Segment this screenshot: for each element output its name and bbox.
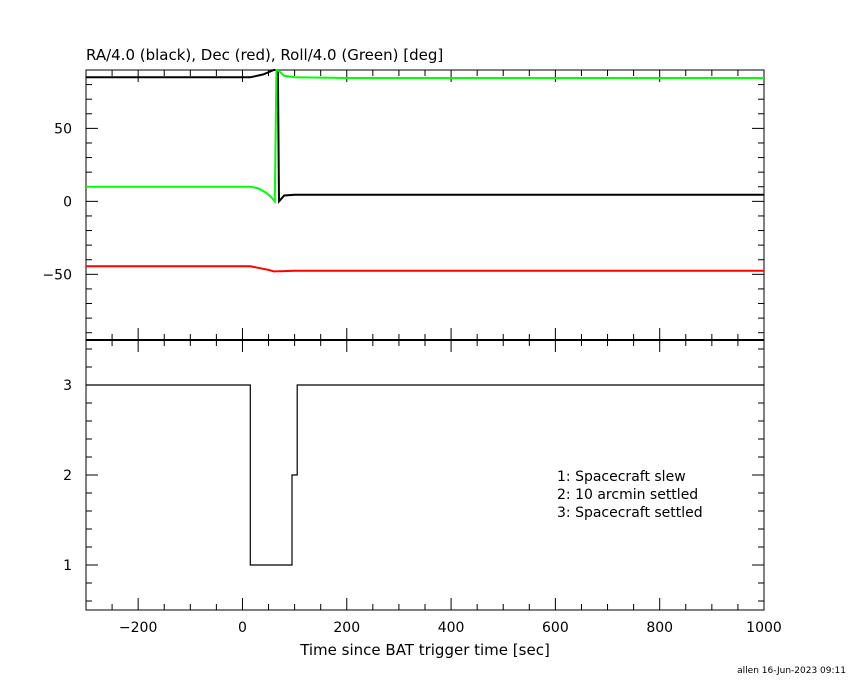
series-line-ra-4-0 — [86, 69, 764, 205]
bottom-panel-ticks: −200 0 200 400 600 800 1000 1 2 3 — [63, 340, 782, 636]
x-tick-label: 200 — [333, 620, 360, 636]
series-step-status — [86, 384, 764, 566]
footer-credit: allen 16-Jun-2023 09:11 — [737, 666, 846, 676]
series-line-dec — [86, 265, 764, 273]
y-tick-label: 1 — [63, 558, 72, 574]
x-axis-label: Time since BAT trigger time [sec] — [299, 641, 550, 659]
y-tick-label: 3 — [63, 378, 72, 394]
top-panel-ticks: −50 0 50 — [42, 69, 765, 340]
legend-entry-1: 1: Spacecraft slew — [557, 469, 686, 485]
y-tick-label: 2 — [63, 468, 72, 484]
y-tick-label: −50 — [42, 267, 72, 283]
x-tick-label: 400 — [438, 620, 465, 636]
x-tick-label: 1000 — [746, 620, 782, 636]
bottom-panel-series — [86, 384, 764, 566]
series-line-roll-4-0 — [86, 69, 764, 205]
y-tick-label: 50 — [54, 121, 72, 137]
top-panel-frame — [85, 69, 765, 341]
x-tick-label: 600 — [542, 620, 569, 636]
y-tick-label: 0 — [63, 194, 72, 210]
x-tick-label: −200 — [119, 620, 157, 636]
legend-entry-2: 2: 10 arcmin settled — [557, 487, 698, 503]
x-tick-label: 0 — [238, 620, 247, 636]
top-panel-title: RA/4.0 (black), Dec (red), Roll/4.0 (Gre… — [86, 46, 443, 64]
x-tick-label: 800 — [646, 620, 673, 636]
top-panel-series — [86, 69, 764, 273]
legend-entry-3: 3: Spacecraft settled — [557, 505, 703, 521]
